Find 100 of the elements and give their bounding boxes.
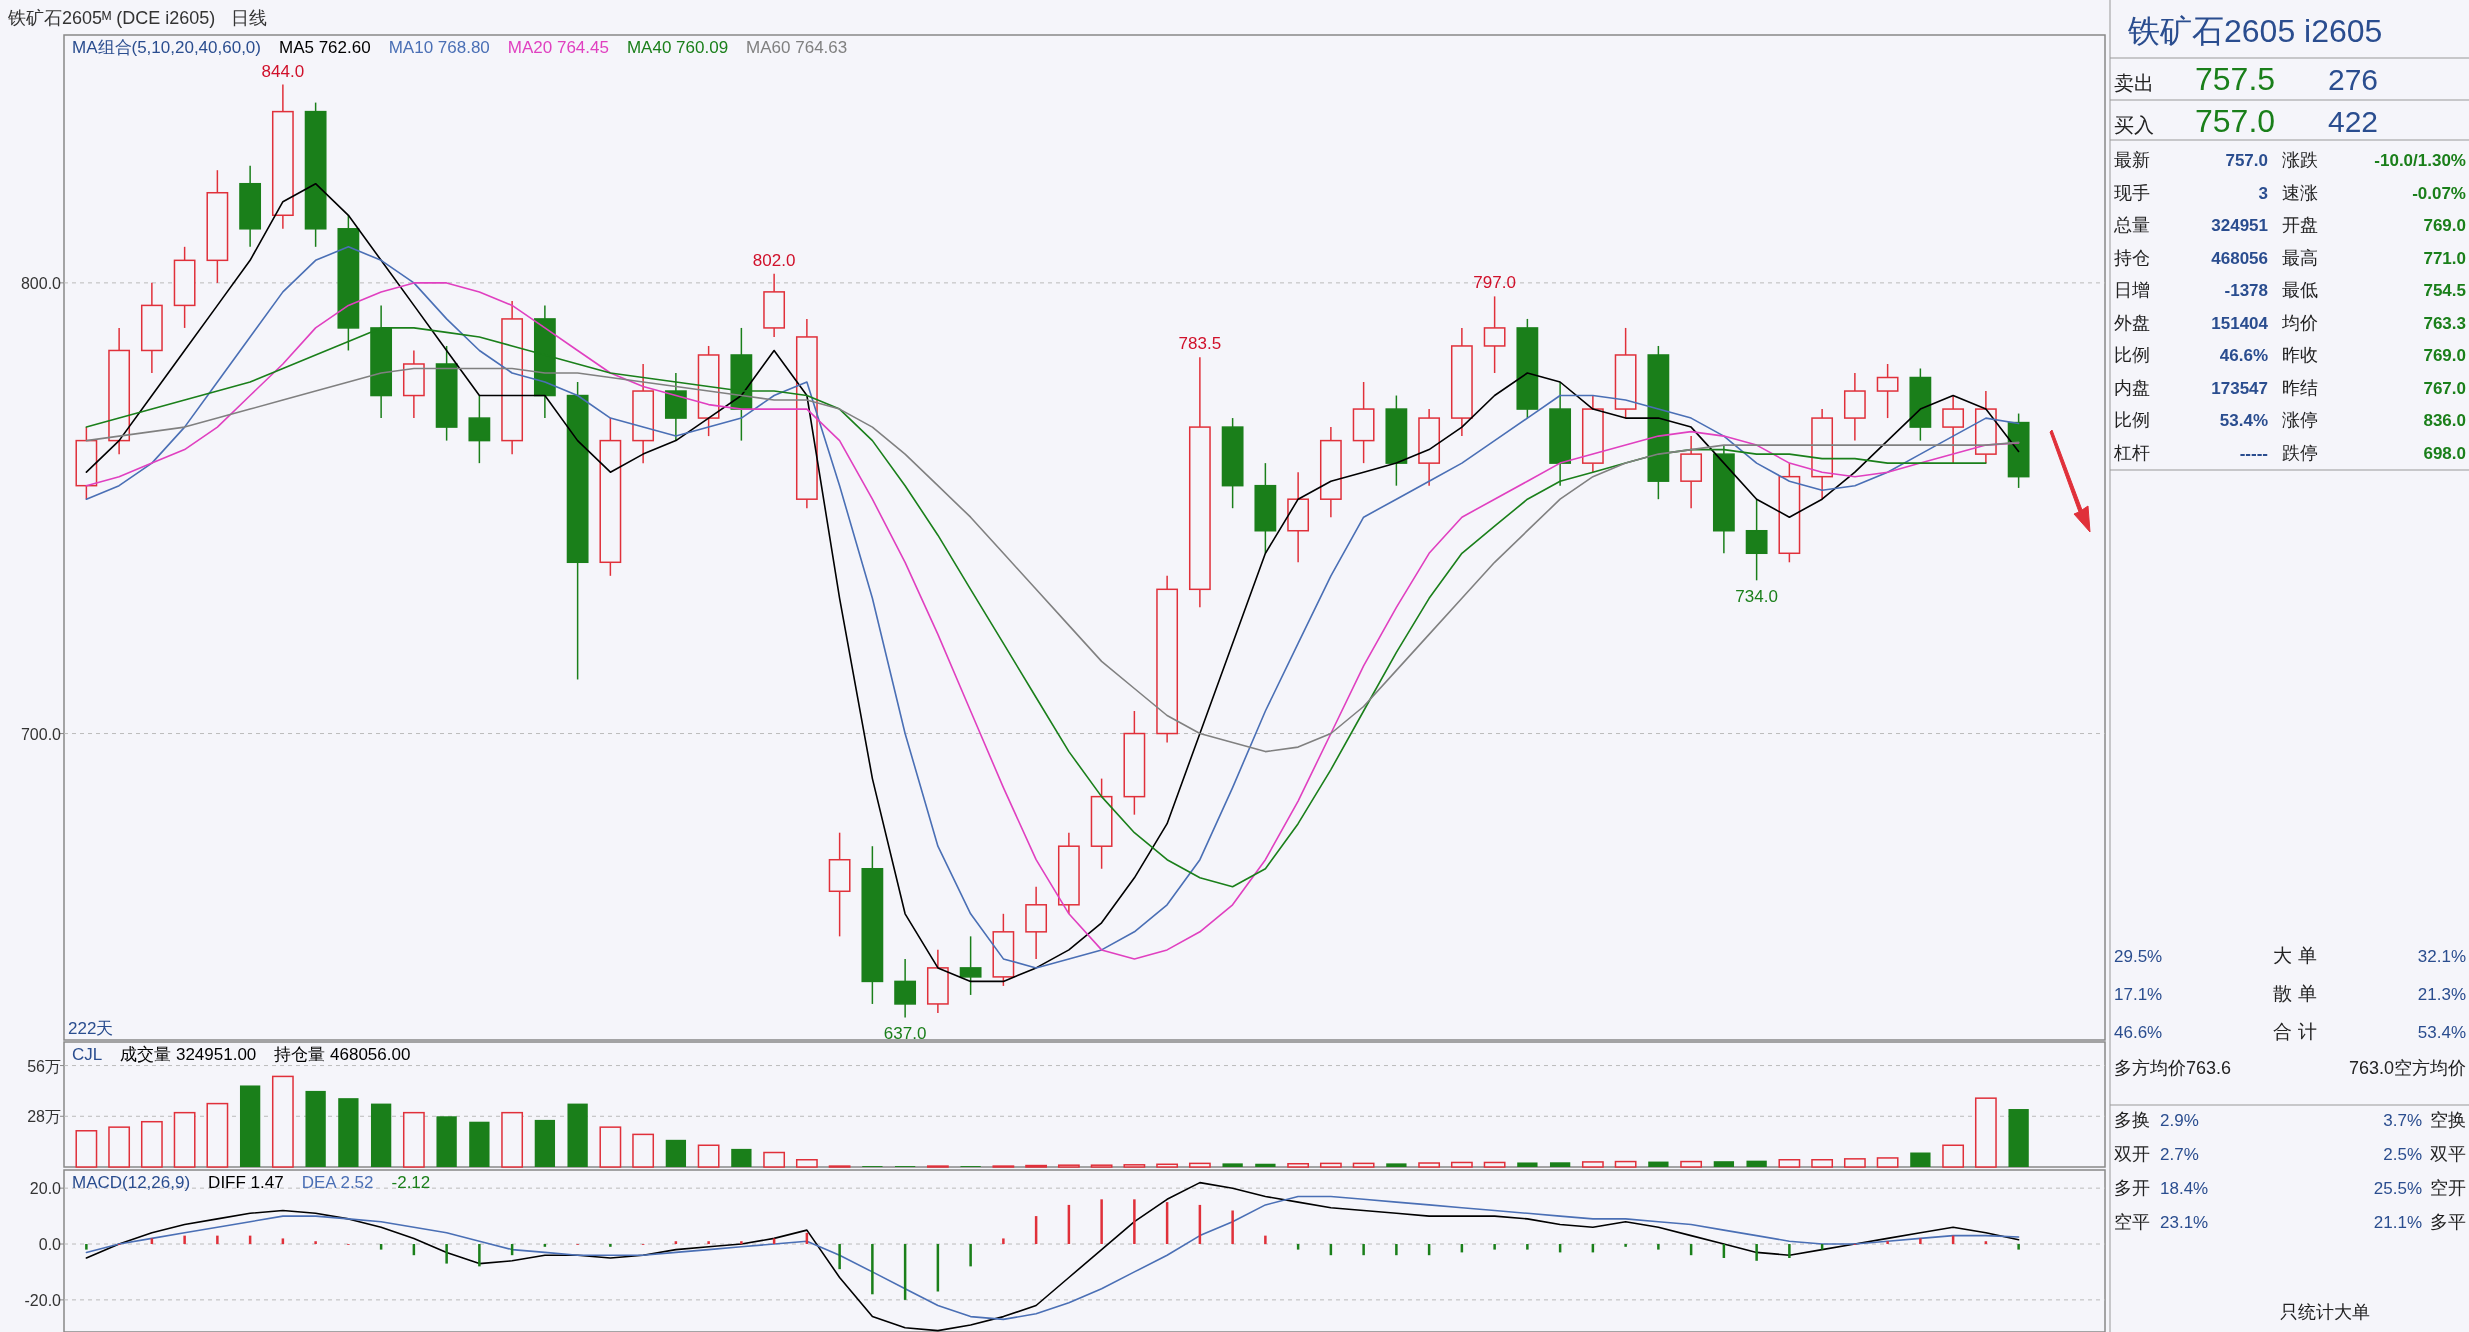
candlestick (1352, 381, 1375, 464)
candlestick (468, 394, 491, 464)
text: 最新 (2114, 150, 2150, 170)
text: 日增 (2114, 280, 2150, 300)
candlestick (1483, 295, 1506, 374)
text: 空平 (2114, 1212, 2150, 1232)
bar (271, 1075, 294, 1168)
bar (1352, 1162, 1375, 1168)
bar (370, 1103, 392, 1167)
candlestick (1418, 408, 1441, 487)
bar (1942, 1144, 1965, 1168)
candlestick (664, 372, 687, 442)
bar (838, 1244, 841, 1270)
candlestick (926, 949, 949, 1014)
bar (305, 1090, 326, 1167)
bar (1362, 1244, 1365, 1256)
text: 763.3 (2423, 313, 2466, 333)
text: -10.0/1.30% (2374, 151, 2466, 170)
text: 多换 (2114, 1110, 2150, 1130)
bar (1811, 1159, 1834, 1168)
text: 昨收 (2282, 345, 2318, 365)
text: -1378 (2224, 281, 2268, 300)
bar (1910, 1152, 1931, 1167)
candlestick (861, 845, 884, 1005)
candlestick (1843, 372, 1866, 442)
text: 涨跌 (2282, 150, 2318, 170)
bar (183, 1235, 186, 1245)
text: 散 单 (2273, 983, 2317, 1004)
text: 836.0 (2423, 411, 2466, 430)
bar (75, 1130, 98, 1168)
candlestick (1254, 462, 1277, 555)
candlestick (1188, 356, 1211, 609)
chart-title: CJL (72, 1045, 103, 1064)
bar (436, 1116, 457, 1167)
annotation: 844.0 (261, 61, 305, 81)
text: 多方均价763.6 (2114, 1058, 2232, 1078)
text: 2.9% (2160, 1111, 2199, 1130)
annotation: 持仓量 468056.00 (274, 1045, 411, 1064)
candlestick (959, 935, 982, 996)
bar (1264, 1235, 1267, 1245)
candlestick (140, 282, 163, 374)
text: 769.0 (2423, 216, 2466, 235)
text: 18.4% (2160, 1179, 2209, 1198)
chart-title: 铁矿石2605ᴹ (DCE i2605) (7, 8, 216, 28)
text: 46.6% (2219, 346, 2268, 365)
candlestick (108, 327, 131, 455)
candlestick (1287, 471, 1310, 564)
bar (2008, 1109, 2029, 1167)
bar (140, 1120, 163, 1168)
y-tick-label: 56万 (27, 1057, 61, 1075)
text: 769.0 (2423, 346, 2466, 365)
candlestick (1581, 394, 1604, 473)
bar (763, 1151, 786, 1168)
text: 763.0空方均价 (2348, 1058, 2466, 1078)
bar (1876, 1157, 1899, 1168)
bar (1581, 1161, 1604, 1168)
bar (795, 1159, 818, 1168)
text: 757.0 (2195, 103, 2276, 139)
text: 468056 (2211, 248, 2268, 268)
bar (1002, 1238, 1005, 1245)
candlestick (239, 164, 262, 248)
text: 昨结 (2282, 377, 2318, 398)
text: 现手 (2114, 182, 2150, 203)
bar (1974, 1097, 1997, 1168)
bar (1123, 1164, 1146, 1168)
text: 双开 (2114, 1144, 2150, 1164)
text: 698.0 (2423, 443, 2466, 463)
text: 均价 (2281, 312, 2318, 333)
text: 3 (2258, 183, 2268, 203)
bar (1319, 1162, 1342, 1168)
chart-subtitle: 日线 (231, 8, 268, 28)
text: 总量 (2113, 215, 2150, 235)
candlestick (763, 273, 786, 338)
bar (1517, 1162, 1538, 1167)
candlestick (1057, 831, 1080, 915)
bar (1614, 1160, 1637, 1168)
text: 空开 (2430, 1178, 2466, 1198)
text: 涨停 (2282, 410, 2318, 430)
bar (173, 1111, 196, 1168)
text: 771.0 (2423, 248, 2466, 268)
text: 276 (2328, 63, 2379, 96)
text: 买入 (2114, 114, 2154, 136)
bar (239, 1085, 261, 1167)
bar (108, 1126, 131, 1168)
candlestick (1450, 327, 1473, 437)
bar (871, 1244, 874, 1295)
text: 合 计 (2273, 1021, 2317, 1042)
bar (1919, 1238, 1922, 1245)
series-label: DEA 2.52 (301, 1173, 374, 1192)
bar (969, 1244, 972, 1267)
bar (1386, 1163, 1407, 1167)
bar (740, 1241, 743, 1245)
text: 46.6% (2114, 1023, 2163, 1042)
line-series (85, 1195, 2020, 1321)
text: 跌停 (2282, 442, 2318, 463)
text: 324951 (2211, 216, 2268, 235)
annotation: 783.5 (1178, 334, 1222, 354)
text: 比例 (2114, 410, 2150, 430)
bar (402, 1111, 425, 1168)
bar (85, 1244, 88, 1250)
